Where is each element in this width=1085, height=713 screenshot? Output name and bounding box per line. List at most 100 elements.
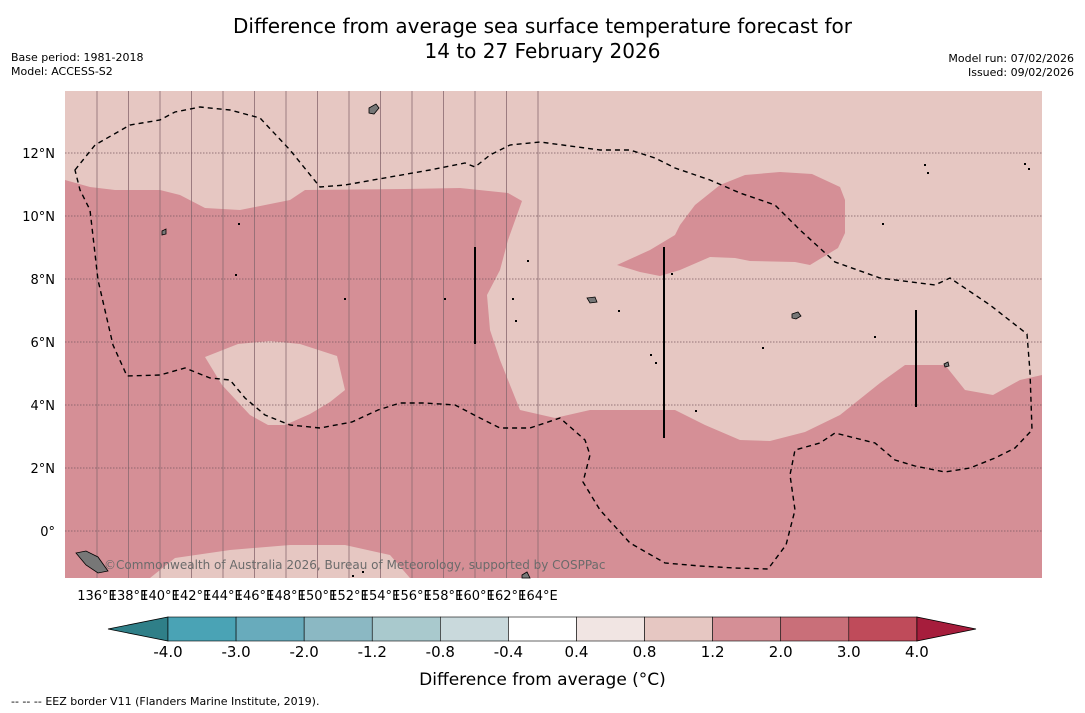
base-period: Base period: 1981-2018 <box>11 51 144 64</box>
island <box>161 228 167 236</box>
island-dot <box>671 273 673 275</box>
longitude-label: 158°E <box>424 589 464 604</box>
island-dots <box>235 163 1030 577</box>
latitude-label: 10°N <box>22 210 55 225</box>
title-line-1: Difference from average sea surface temp… <box>232 14 852 38</box>
longitude-label: 160°E <box>455 589 495 604</box>
island-dot <box>352 575 354 577</box>
longitude-label: 150°E <box>298 589 338 604</box>
colorbar-tick-label: -0.8 <box>425 643 455 661</box>
island-dot <box>762 347 764 349</box>
latitude-label: 2°N <box>31 462 56 477</box>
island-dot <box>362 571 364 573</box>
colorbar-segment <box>235 616 305 642</box>
eez-legend-symbol: -- -- -- <box>11 695 42 708</box>
island-dot <box>927 172 929 174</box>
colorbar-tick-label: -4.0 <box>153 643 183 661</box>
colorbar-segment <box>167 616 237 642</box>
island-dot <box>512 298 514 300</box>
eez-legend: -- -- -- EEZ border V11 (Flanders Marine… <box>11 695 319 708</box>
latitude-label: 12°N <box>22 147 55 162</box>
island-dot <box>515 320 517 322</box>
longitude-label: 140°E <box>140 589 180 604</box>
colorbar-tick-label: -1.2 <box>357 643 387 661</box>
colorbar-tick-label: -2.0 <box>289 643 319 661</box>
colorbar-tick-label: -0.4 <box>493 643 524 661</box>
colorbar-tick-label: 4.0 <box>904 643 929 661</box>
colorbar-tick-label: 2.0 <box>768 643 793 661</box>
longitude-label: 154°E <box>361 589 401 604</box>
island <box>791 311 802 320</box>
island-dot <box>695 410 697 412</box>
colorbar-tick-label: -3.0 <box>221 643 251 661</box>
island <box>75 550 109 574</box>
latitude-label: 8°N <box>31 273 56 288</box>
latitude-label: 0° <box>40 525 55 540</box>
island-dot <box>444 298 446 300</box>
longitude-label: 164°E <box>518 589 558 604</box>
island-dot <box>618 310 620 312</box>
island <box>368 103 380 115</box>
longitude-label: 136°E <box>77 589 117 604</box>
colorbar-tick-label: 1.2 <box>700 643 725 661</box>
island-dot <box>874 336 876 338</box>
longitude-label: 146°E <box>235 589 275 604</box>
island <box>586 296 598 304</box>
longitude-label: 162°E <box>487 589 527 604</box>
colorbar-segment <box>371 616 441 642</box>
title-line-2: 14 to 27 February 2026 <box>424 39 661 63</box>
longitude-label: 142°E <box>172 589 212 604</box>
copyright-watermark: ©Commonwealth of Australia 2026, Bureau … <box>104 558 606 572</box>
colorbar-title: Difference from average (°C) <box>419 670 666 690</box>
colorbar-tick-label: 0.4 <box>564 643 589 661</box>
colorbar-tick-label: 3.0 <box>836 643 861 661</box>
anomaly-region-warm-patch <box>617 172 845 276</box>
anomaly-region-south <box>150 545 410 578</box>
eez-border <box>74 106 1033 570</box>
colorbar-segment <box>644 616 713 642</box>
island-dot <box>344 298 346 300</box>
model-name: Model: ACCESS-S2 <box>11 65 113 78</box>
model-info: Base period: 1981-2018 Model: ACCESS-S2 <box>11 51 143 79</box>
map-title: Difference from average sea surface temp… <box>0 14 1085 64</box>
colorbar-arrow-high <box>916 616 977 642</box>
island-dot <box>650 354 652 356</box>
colorbar-segment <box>576 616 645 642</box>
island-dot <box>882 223 884 225</box>
island-dot <box>1028 168 1030 170</box>
longitude-label: 138°E <box>109 589 149 604</box>
colorbar-arrow-low <box>107 616 169 642</box>
run-info: Model run: 07/02/2026 Issued: 09/02/2026 <box>948 52 1074 80</box>
colorbar <box>107 616 977 642</box>
colorbar-segment <box>508 616 577 642</box>
latitude-labels: 12°N 10°N 8°N 6°N 4°N 2°N 0° <box>22 147 55 540</box>
island-dot <box>238 223 240 225</box>
island <box>943 361 950 368</box>
colorbar-segment <box>848 616 918 642</box>
longitude-label: 144°E <box>203 589 243 604</box>
island <box>521 571 531 579</box>
latitude-label: 4°N <box>31 399 56 414</box>
anomaly-region-west-pocket <box>205 341 345 425</box>
issued-date: Issued: 09/02/2026 <box>967 66 1074 79</box>
island-dot <box>1024 163 1026 165</box>
colorbar-segment <box>712 616 782 642</box>
island-dot <box>924 164 926 166</box>
island-dot <box>655 362 657 364</box>
colorbar-tick-label: 0.8 <box>632 643 657 661</box>
model-run: Model run: 07/02/2026 <box>948 52 1074 65</box>
colorbar-segment <box>303 616 373 642</box>
islands <box>75 103 950 579</box>
longitude-label: 152°E <box>329 589 369 604</box>
longitude-label: 148°E <box>266 589 306 604</box>
island-dot <box>527 260 529 262</box>
longitude-labels: 136°E138°E140°E142°E144°E146°E148°E150°E… <box>77 589 558 604</box>
latitude-label: 6°N <box>31 336 56 351</box>
graticule <box>65 91 1042 578</box>
colorbar-segment <box>440 616 509 642</box>
longitude-label: 156°E <box>392 589 432 604</box>
island-dot <box>235 274 237 276</box>
eez-legend-text: EEZ border V11 (Flanders Marine Institut… <box>45 695 320 708</box>
colorbar-segment <box>780 616 850 642</box>
